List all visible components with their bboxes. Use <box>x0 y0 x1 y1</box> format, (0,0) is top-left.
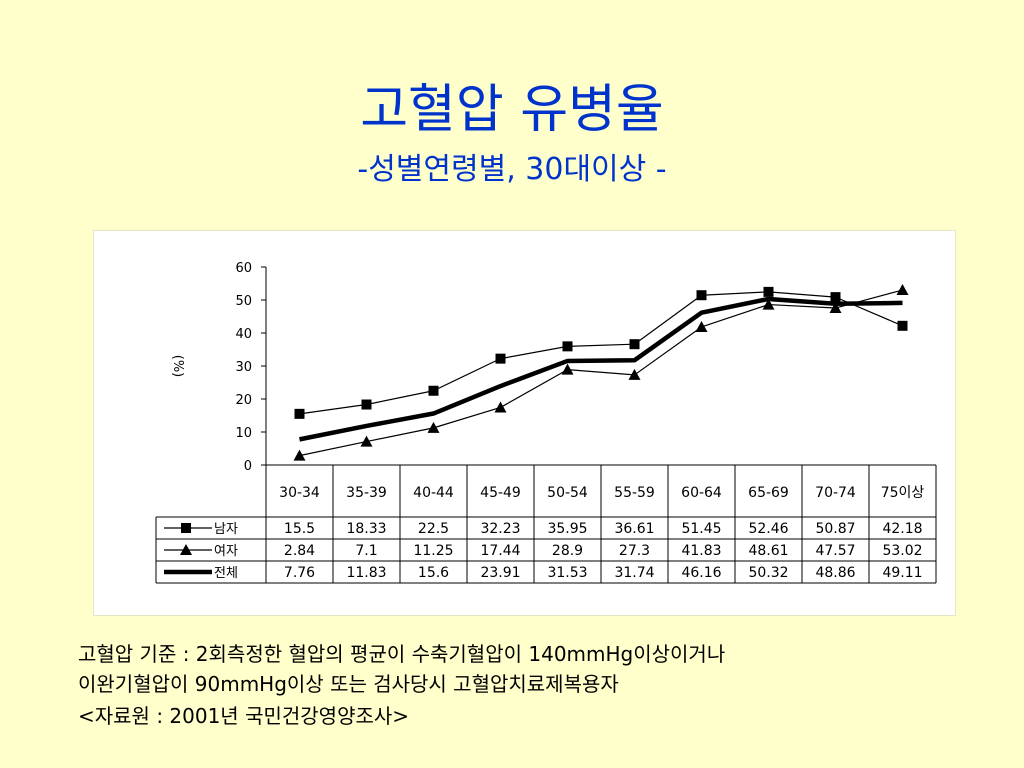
x-category-label: 45-49 <box>480 485 521 501</box>
table-value-cell: 18.33 <box>346 521 386 537</box>
table-value-cell: 31.74 <box>614 565 654 581</box>
table-value-cell: 50.32 <box>748 565 788 581</box>
table-value-cell: 53.02 <box>882 543 922 559</box>
legend-entry: 전체 <box>214 566 238 581</box>
data-point <box>294 408 305 419</box>
x-category-label: 65-69 <box>748 485 789 501</box>
table-value-cell: 7.76 <box>284 565 315 581</box>
x-category-label: 30-34 <box>279 485 320 501</box>
data-point <box>628 368 641 380</box>
table-value-cell: 51.45 <box>681 521 721 537</box>
table-value-cell: 47.57 <box>815 543 855 559</box>
data-point <box>494 401 507 413</box>
data-point <box>293 449 306 461</box>
y-tick-label: 30 <box>235 360 252 375</box>
x-category-label: 35-39 <box>346 485 387 501</box>
x-category-label: 60-64 <box>681 485 722 501</box>
criteria-note-line-2: 이완기혈압이 90mmHg이상 또는 검사당시 고혈압치료제복용자 <box>78 672 619 696</box>
data-point <box>695 320 708 332</box>
table-value-cell: 22.5 <box>418 521 449 537</box>
table-value-cell: 46.16 <box>681 565 721 581</box>
table-value-cell: 49.11 <box>882 565 922 581</box>
legend-entry: 여자 <box>214 544 238 559</box>
data-point <box>629 339 640 350</box>
chart-frame: 0 10 20 30 40 50 60 (%) 30-34 35-39 40-44 45-49 50-… <box>94 231 955 615</box>
y-axis: 0 10 20 30 40 50 60 (%) <box>170 261 267 474</box>
data-point <box>762 298 775 310</box>
data-point <box>361 399 372 410</box>
y-tick-label: 60 <box>235 261 252 276</box>
table-value-cell: 23.91 <box>480 565 520 581</box>
table-value-cell: 42.18 <box>882 521 922 537</box>
table-value-cell: 11.25 <box>413 543 453 559</box>
x-category-label: 50-54 <box>547 485 588 501</box>
table-value-cell: 11.83 <box>346 565 386 581</box>
table-value-cell: 48.61 <box>748 543 788 559</box>
data-table: 30-34 35-39 40-44 45-49 50-54 55-59 60-64 65-69… <box>155 464 937 584</box>
data-point <box>428 385 439 396</box>
table-value-cell: 31.53 <box>547 565 587 581</box>
legend-entry: 남자 <box>214 522 238 537</box>
table-value-cell: 17.44 <box>480 543 520 559</box>
table-value-cell: 27.3 <box>619 543 650 559</box>
data-point <box>696 290 707 301</box>
table-value-cell: 48.86 <box>815 565 855 581</box>
series-line <box>299 296 903 442</box>
source-note: <자료원 : 2001년 국민건강영양조사> <box>78 704 410 728</box>
y-tick-label: 40 <box>235 327 252 342</box>
legend-marker <box>180 544 192 555</box>
data-point <box>427 421 440 433</box>
y-tick-label: 20 <box>235 393 252 408</box>
data-point <box>495 353 506 364</box>
y-tick-label: 0 <box>244 459 252 474</box>
x-category-label: 55-59 <box>614 485 655 501</box>
x-category-label: 70-74 <box>815 485 856 501</box>
data-point <box>897 320 908 331</box>
table-value-cell: 15.5 <box>284 521 315 537</box>
table-value-cell: 36.61 <box>614 521 654 537</box>
series-line <box>299 289 903 457</box>
table-value-cell: 52.46 <box>748 521 788 537</box>
data-point <box>562 341 573 352</box>
slide-subtitle: -성별연령별, 30대이상 - <box>357 152 667 187</box>
data-point <box>829 302 842 314</box>
table-value-cell: 41.83 <box>681 543 721 559</box>
data-point <box>561 363 574 375</box>
table-value-cell: 32.23 <box>480 521 520 537</box>
data-point <box>360 435 373 447</box>
table-value-cell: 28.9 <box>552 543 583 559</box>
data-point <box>896 284 909 296</box>
table-value-cell: 35.95 <box>547 521 587 537</box>
x-category-label: 75이상 <box>881 485 925 501</box>
data-point <box>763 286 774 297</box>
slide-title: 고혈압 유병율 <box>360 80 664 140</box>
y-tick-label: 10 <box>235 426 252 441</box>
line-chart: 0 10 20 30 40 50 60 (%) 30-34 35-39 40-44 45-49 50-… <box>155 261 937 584</box>
table-value-cell: 7.1 <box>355 543 377 559</box>
data-point <box>830 292 841 303</box>
series-line <box>299 291 903 415</box>
criteria-note-line-1: 고혈압 기준 : 2회측정한 혈압의 평균이 수축기혈압이 140mmHg이상이… <box>78 642 726 666</box>
table-value-cell: 2.84 <box>284 543 315 559</box>
table-value-cell: 15.6 <box>418 565 449 581</box>
series-lines <box>293 284 909 461</box>
table-value-cell: 50.87 <box>815 521 855 537</box>
y-axis-label: (%) <box>170 355 185 378</box>
x-category-label: 40-44 <box>413 485 454 501</box>
legend-marker <box>181 523 191 533</box>
y-tick-label: 50 <box>235 294 252 309</box>
